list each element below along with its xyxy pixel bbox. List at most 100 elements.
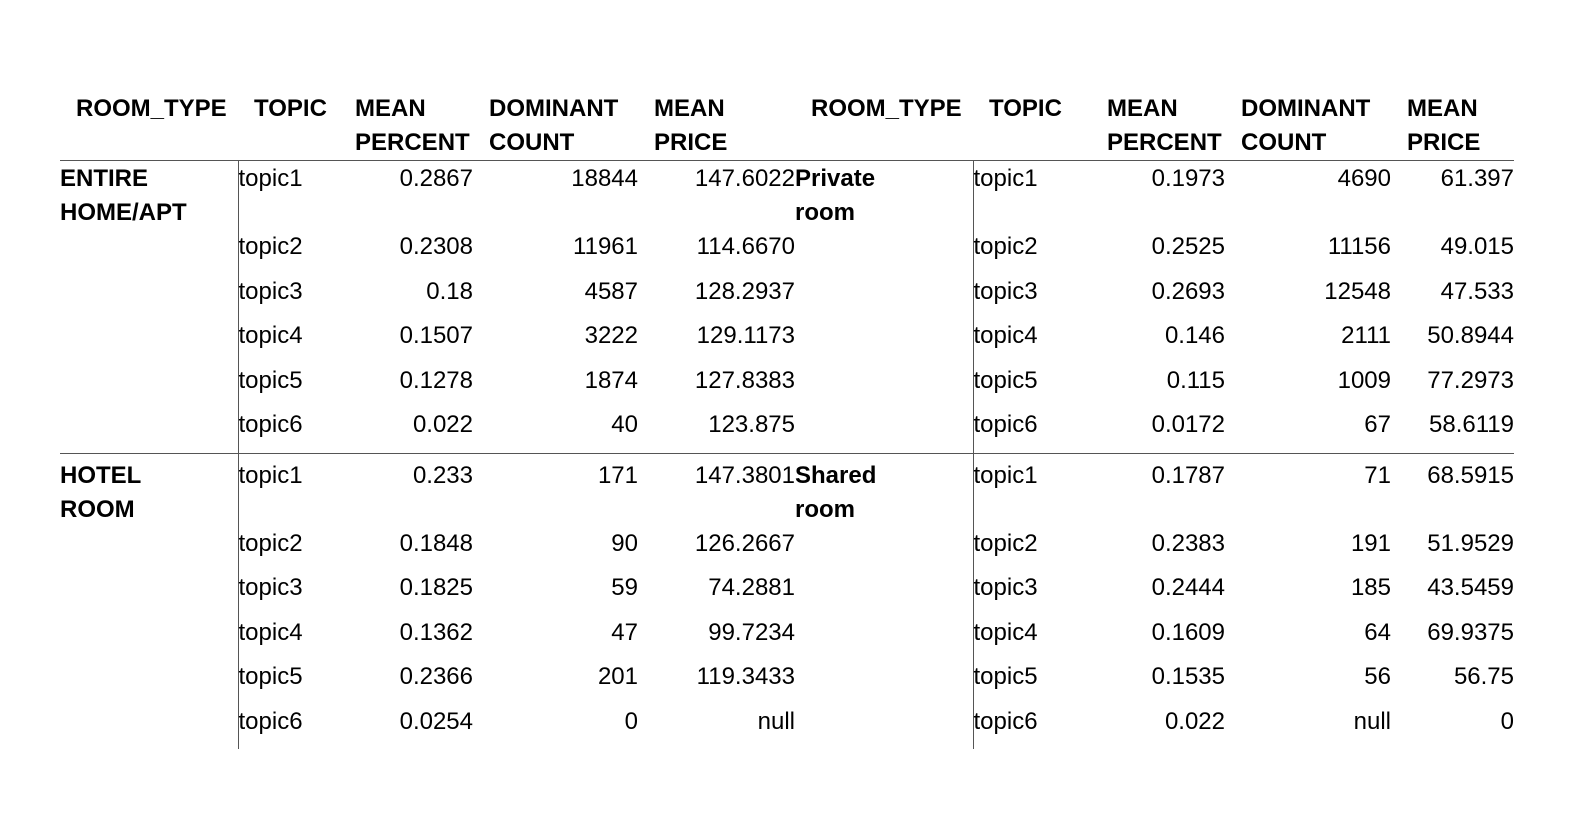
room-type-cell-empty	[795, 527, 973, 572]
dominant-count-cell: 12548	[1324, 277, 1391, 305]
table-row: topic4 0.1362 47 99.7234 topic4 0.1609 64 69.93…	[60, 615, 1514, 660]
dominant-count-cell: 40	[611, 411, 638, 438]
room-type-cell-empty	[795, 571, 973, 616]
header-mean-price-right: MEAN PRICE	[1407, 95, 1481, 156]
room-type-line: ENTIRE	[60, 165, 149, 192]
mean-percent-cell: 0.146	[1164, 322, 1225, 349]
dominant-count-cell: 59	[611, 574, 638, 601]
table-row: topic5 0.1278 1874 127.8383 topic5 0.115 1009 7…	[60, 363, 1514, 409]
room-type-cell-empty	[795, 660, 973, 705]
mean-percent-cell: 0.1787	[1151, 461, 1225, 489]
table-row: topic2 0.1848 90 126.2667 topic2 0.2383 191 51.…	[60, 526, 1514, 572]
room-type-cell-empty	[60, 408, 238, 453]
room-type-line: room	[795, 495, 855, 523]
room-type-line: Shared	[795, 461, 877, 489]
table-row: topic5 0.2366 201 119.3433 topic5 0.1535 56 56.…	[60, 660, 1514, 705]
mean-percent-cell: 0.0254	[399, 707, 473, 735]
dominant-count-cell: 11156	[1327, 233, 1391, 260]
room-type-cell: ENTIRE HOME/APT	[60, 161, 238, 231]
dominant-count-cell: 47	[611, 618, 638, 646]
mean-price-cell: 47.533	[1440, 277, 1514, 305]
dominant-count-cell: 4587	[584, 277, 638, 305]
dominant-count-cell: 67	[1364, 411, 1391, 438]
mean-percent-cell: 0.1848	[399, 529, 473, 557]
dominant-count-cell: 185	[1350, 574, 1391, 601]
topic-cell: topic3	[237, 571, 339, 616]
mean-price-cell: 69.9375	[1427, 618, 1514, 646]
dominant-count-cell: 4690	[1337, 165, 1391, 192]
room-type-cell-empty	[795, 319, 973, 364]
room-type-cell-empty	[60, 275, 238, 320]
table-row: topic6 0.022 40 123.875 topic6 0.0172 67 58.611…	[60, 408, 1514, 453]
room-type-cell-empty	[60, 571, 238, 616]
header-mean-price-left: MEAN PRICE	[654, 95, 728, 156]
dominant-count-cell: 171	[597, 461, 638, 489]
mean-price-cell: 127.8383	[694, 366, 795, 394]
mean-percent-cell: 0.0172	[1151, 411, 1225, 438]
topic-cell: topic2	[972, 526, 1091, 571]
header-dominant-count-left: DOMINANT COUNT	[489, 95, 619, 156]
room-type-cell-empty	[795, 364, 973, 409]
dominant-count-cell: 1874	[584, 366, 638, 394]
mean-price-cell: 123.875	[708, 411, 795, 438]
mean-price-cell: 129.1173	[696, 322, 795, 349]
topic-cell: topic1	[237, 453, 339, 527]
dominant-count-cell: 3222	[584, 322, 638, 349]
mean-percent-cell: 0.022	[412, 411, 473, 438]
room-type-line: HOTEL	[60, 461, 142, 489]
table-row: HOTEL ROOM topic1 0.233 171 147.3801 Shared roo…	[60, 453, 1514, 527]
mean-percent-cell: 0.1278	[399, 366, 473, 394]
table-row: topic3 0.18 4587 128.2937 topic3 0.2693 12548 4…	[60, 274, 1514, 320]
mean-price-cell: 77.2973	[1427, 366, 1514, 394]
room-type-line: HOME/APT	[60, 199, 187, 226]
room-type-cell-empty	[795, 408, 973, 453]
topic-cell: topic4	[237, 319, 339, 364]
header-room-type-right: ROOM_TYPE	[811, 95, 962, 122]
dominant-count-cell: 191	[1350, 529, 1391, 557]
topic-cell: topic5	[972, 660, 1091, 705]
table-row: topic4 0.1507 3222 129.1173 topic4 0.146 2111 5…	[60, 319, 1514, 364]
room-type-cell: HOTEL ROOM	[60, 453, 238, 527]
header-topic-left: TOPIC	[254, 95, 327, 122]
room-type-cell-empty	[795, 275, 973, 320]
room-type-line: room	[795, 199, 855, 226]
dominant-count-cell: 90	[611, 529, 638, 557]
topic-cell: topic6	[972, 408, 1091, 453]
mean-price-cell: null	[757, 707, 795, 735]
mean-percent-cell: 0.1535	[1151, 663, 1225, 690]
dominant-count-cell: 1009	[1337, 366, 1391, 394]
room-type-line: ROOM	[60, 495, 135, 523]
mean-price-cell: 126.2667	[694, 529, 795, 557]
room-type-line: Private	[795, 165, 876, 192]
table-row: topic3 0.1825 59 74.2881 topic3 0.2444 185 43.5…	[60, 571, 1514, 616]
mean-percent-cell: 0.2693	[1151, 277, 1225, 305]
topic-cell: topic5	[237, 363, 339, 408]
topic-cell: topic2	[237, 230, 339, 275]
mean-price-cell: 68.5915	[1427, 461, 1514, 489]
table-row: topic2 0.2308 11961 114.6670 topic2 0.2525 111…	[60, 230, 1514, 275]
dominant-count-cell: null	[1353, 707, 1391, 735]
header-mean-percent-left: MEAN PERCENT	[355, 95, 470, 156]
mean-percent-cell: 0.18	[426, 277, 473, 305]
mean-percent-cell: 0.2525	[1151, 233, 1225, 260]
mean-percent-cell: 0.2366	[399, 663, 473, 690]
mean-percent-cell: 0.2308	[399, 233, 473, 260]
dominant-count-cell: 64	[1364, 618, 1391, 646]
room-type-cell-empty	[795, 705, 973, 750]
mean-price-cell: 50.8944	[1427, 322, 1514, 349]
topic-price-table: ROOM_TYPE TOPIC MEAN PERCENT DOMINANT COUN…	[60, 92, 1514, 749]
room-type-cell-empty	[60, 705, 238, 750]
mean-percent-cell: 0.1362	[399, 618, 473, 646]
mean-percent-cell: 0.1825	[399, 574, 473, 601]
topic-cell: topic2	[237, 526, 339, 571]
topic-cell: topic1	[972, 453, 1091, 527]
room-group-a: ENTIRE HOME/APT topic1 0.2867 18844 147.6022 P…	[60, 160, 1514, 453]
topic-cell: topic3	[972, 571, 1091, 616]
room-type-cell-empty	[60, 230, 238, 275]
dominant-count-cell: 56	[1364, 663, 1391, 690]
topic-cell: topic3	[972, 274, 1091, 319]
header-dominant-count-right: DOMINANT COUNT	[1241, 95, 1371, 156]
header-mean-percent-right: MEAN PERCENT	[1107, 95, 1222, 156]
mean-price-cell: 61.397	[1440, 165, 1514, 192]
header-room-type-left: ROOM_TYPE	[76, 95, 227, 122]
